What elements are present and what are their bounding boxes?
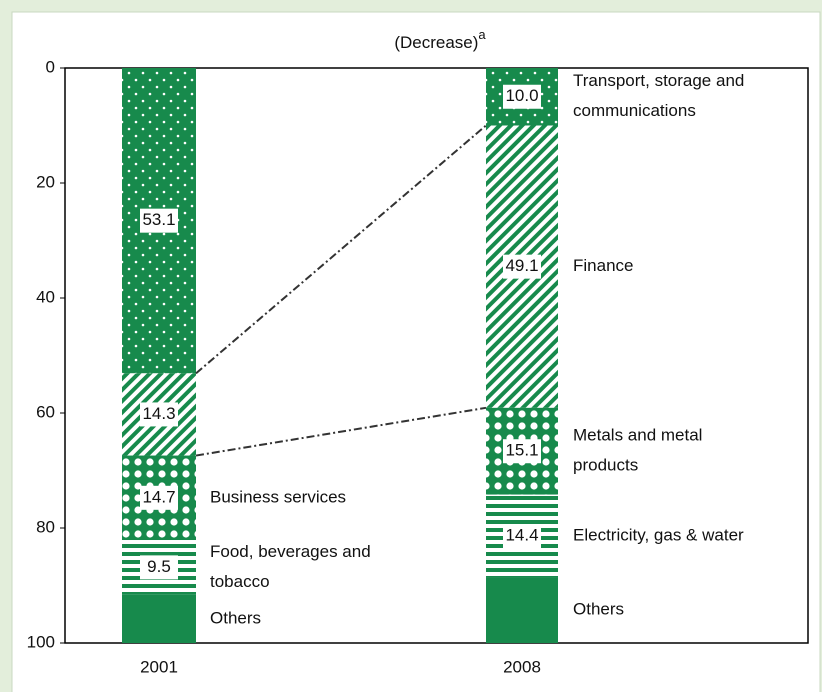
title-main: (Decrease)	[394, 33, 478, 52]
value-label-box	[140, 402, 178, 427]
plot-frame	[64, 67, 809, 644]
value-label: 9.5	[147, 557, 171, 576]
value-label-box	[503, 439, 541, 464]
x-tick-label: 2008	[503, 657, 541, 676]
segment-label: Finance	[573, 256, 633, 275]
value-label: 10.0	[505, 86, 538, 105]
segment-label: Others	[210, 608, 261, 627]
value-label: 15.1	[505, 441, 538, 460]
value-label: 49.1	[505, 256, 538, 275]
value-label-box	[503, 524, 541, 549]
bar-segment	[486, 577, 558, 643]
segment-label: Electricity, gas & water	[573, 526, 744, 545]
value-label: 14.3	[142, 404, 175, 423]
value-label-box	[503, 254, 541, 279]
y-tick-label: 60	[36, 402, 55, 421]
value-label: 53.1	[142, 210, 175, 229]
value-label-box	[140, 485, 178, 510]
y-tick-label: 0	[46, 57, 55, 76]
title-superscript: a	[478, 27, 486, 42]
y-tick-label: 20	[36, 172, 55, 191]
value-label-box	[503, 84, 541, 109]
x-tick-label: 2001	[140, 657, 178, 676]
segment-label: products	[573, 456, 638, 475]
segment-label: Transport, storage and	[573, 71, 744, 90]
value-label: 14.4	[505, 526, 538, 545]
value-label-box	[140, 555, 178, 580]
segment-label: Metals and metal	[573, 426, 702, 445]
chart-title: (Decrease)a	[394, 27, 486, 52]
segment-label: tobacco	[210, 572, 270, 591]
y-tick-label: 100	[27, 632, 55, 651]
segment-label: Others	[573, 600, 624, 619]
segment-label: Food, beverages and	[210, 542, 371, 561]
connector	[195, 406, 487, 457]
y-tick-label: 80	[36, 517, 55, 536]
value-label-box	[140, 208, 178, 233]
segment-label: Business services	[210, 487, 346, 506]
segment-label: communications	[573, 101, 696, 120]
y-tick-label: 40	[36, 287, 55, 306]
value-label: 14.7	[142, 487, 175, 506]
bar-segment	[122, 594, 196, 643]
